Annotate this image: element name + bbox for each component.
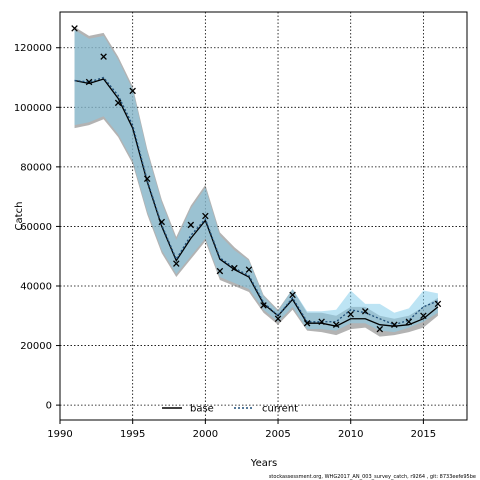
observed-point-stroke [158, 218, 166, 226]
observed-point-stroke [318, 318, 325, 325]
observed-point-stroke [289, 291, 296, 299]
line-current [74, 76, 439, 326]
observed-point [187, 221, 195, 229]
y-tick-label: 120000 [14, 43, 52, 54]
observed-point-stroke [216, 267, 224, 275]
observed-point [361, 308, 369, 315]
axes: 1990 1995 2000 2005 2010 2015 0 20000 40000 60000… [14, 11, 468, 440]
y-tick-label: 0 [46, 401, 52, 412]
observed-point [347, 311, 354, 318]
footnote: stockassessment.org, WHG2017_AN_003_surv… [269, 474, 476, 480]
observed-point [85, 78, 93, 86]
observed-point [434, 300, 442, 308]
y-tick-label: 60000 [20, 222, 52, 233]
observed-point-stroke [100, 53, 107, 60]
y-tick-label: 20000 [20, 341, 52, 352]
observed-point-stroke [391, 321, 398, 328]
observed-point [158, 218, 166, 226]
observed-point-stroke [71, 25, 78, 32]
observed-point [129, 87, 136, 95]
observed-point [231, 264, 238, 272]
observed-point-stroke [361, 308, 369, 315]
legend-label-base: base [190, 404, 214, 415]
observed-point-stroke [129, 87, 136, 95]
observed-point-stroke [187, 221, 195, 229]
observed-point [376, 325, 384, 333]
observed-point [143, 175, 151, 183]
observed-point [391, 321, 398, 328]
observed-point-stroke [114, 99, 122, 107]
observed-point-stroke [274, 315, 282, 323]
observed-point [420, 312, 427, 320]
observed-point [71, 25, 78, 32]
observed-point-stroke [245, 266, 253, 273]
x-axis-title: Years [250, 458, 277, 469]
observed-point-stroke [202, 212, 209, 220]
x-tick-label: 2000 [193, 429, 218, 440]
observed-point [289, 291, 296, 299]
observed-point [303, 319, 311, 327]
observed-point-stroke [347, 311, 354, 318]
observed-point-stroke [376, 325, 384, 333]
x-tick-label: 2010 [338, 429, 363, 440]
observed-point [114, 99, 122, 107]
line-base [74, 78, 439, 327]
observed-point-stroke [173, 260, 180, 267]
observed-point-stroke [85, 78, 93, 86]
observed-point-stroke [332, 321, 340, 328]
x-tick-label: 1995 [120, 429, 145, 440]
observed-point-stroke [303, 319, 311, 327]
x-tick-label: 1990 [47, 429, 72, 440]
y-tick-label: 40000 [20, 281, 52, 292]
band-base [74, 26, 438, 337]
observed-point [173, 260, 180, 267]
observed-markers [71, 25, 442, 333]
x-tick-label: 2005 [265, 429, 290, 440]
observed-point-stroke [231, 264, 238, 272]
observed-point [274, 315, 282, 323]
x-tick-label: 2015 [411, 429, 436, 440]
observed-point-stroke [260, 302, 267, 309]
y-tick-label: 100000 [14, 103, 52, 114]
plot-frame [59, 11, 468, 421]
observed-point [245, 266, 253, 273]
legend-label-current: current [262, 404, 298, 415]
observed-point [100, 53, 107, 60]
y-axis-title: Catch [14, 202, 25, 231]
y-tick-label: 80000 [20, 162, 52, 173]
observed-point [202, 212, 209, 220]
observed-point [318, 318, 325, 325]
legend: base current [162, 404, 298, 415]
series-lines [74, 76, 439, 327]
observed-point [405, 318, 413, 325]
observed-point [216, 267, 224, 275]
observed-point [332, 321, 340, 328]
observed-point [260, 302, 267, 309]
observed-point-stroke [405, 318, 413, 325]
observed-point-stroke [434, 300, 442, 308]
observed-point-stroke [420, 312, 427, 320]
observed-point-stroke [143, 175, 151, 183]
